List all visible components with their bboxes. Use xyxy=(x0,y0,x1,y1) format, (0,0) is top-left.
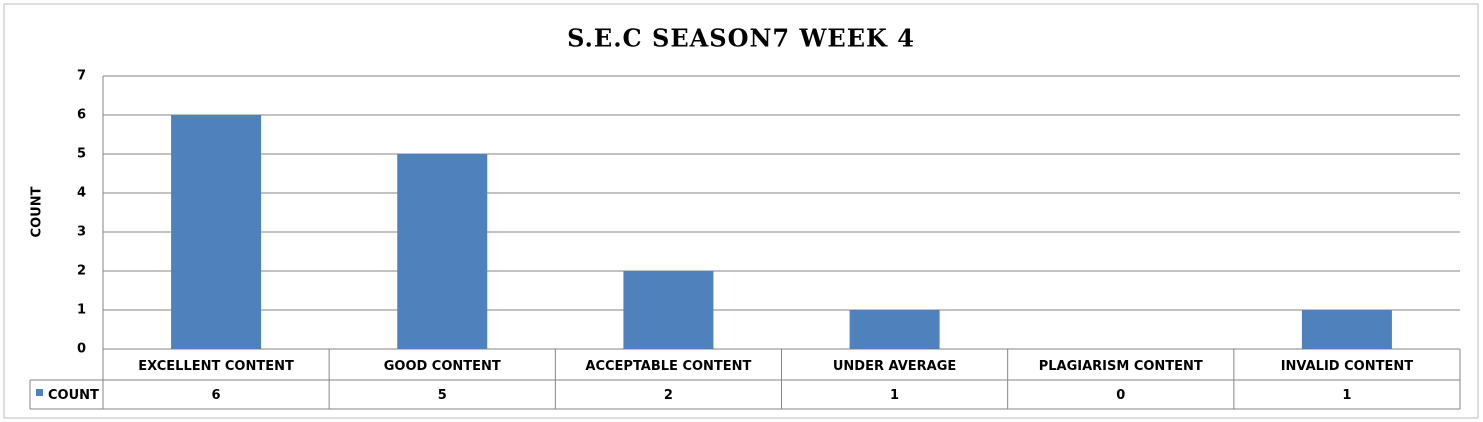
x-tick-label: UNDER AVERAGE xyxy=(833,359,956,374)
y-tick-label: 4 xyxy=(77,186,86,201)
x-tick-label: INVALID CONTENT xyxy=(1281,359,1413,374)
bar xyxy=(849,310,940,349)
x-tick-label: PLAGIARISM CONTENT xyxy=(1039,359,1203,374)
y-tick-label: 5 xyxy=(77,147,86,162)
y-tick-label: 1 xyxy=(77,303,86,318)
y-tick-label: 6 xyxy=(77,108,86,123)
table-value: 1 xyxy=(890,388,899,403)
table-value: 0 xyxy=(1116,388,1125,403)
legend-label: COUNT xyxy=(48,388,99,403)
y-tick-label: 3 xyxy=(77,225,86,240)
bar xyxy=(1301,310,1392,349)
x-tick-label: EXCELLENT CONTENT xyxy=(138,359,294,374)
x-tick-label: ACCEPTABLE CONTENT xyxy=(585,359,751,374)
table-value: 6 xyxy=(212,388,221,403)
table-value: 2 xyxy=(664,388,673,403)
chart-title: S.E.C SEASON7 WEEK 4 xyxy=(567,24,915,53)
y-axis-label: COUNT xyxy=(30,186,45,237)
y-tick-label: 0 xyxy=(77,342,86,357)
bar xyxy=(397,154,488,349)
bar xyxy=(171,115,262,349)
y-tick-label: 2 xyxy=(77,264,86,279)
bar xyxy=(623,271,714,349)
table-value: 5 xyxy=(438,388,447,403)
legend-key xyxy=(36,389,43,396)
table-value: 1 xyxy=(1342,388,1351,403)
x-tick-label: GOOD CONTENT xyxy=(384,359,501,374)
y-tick-label: 7 xyxy=(77,69,86,84)
